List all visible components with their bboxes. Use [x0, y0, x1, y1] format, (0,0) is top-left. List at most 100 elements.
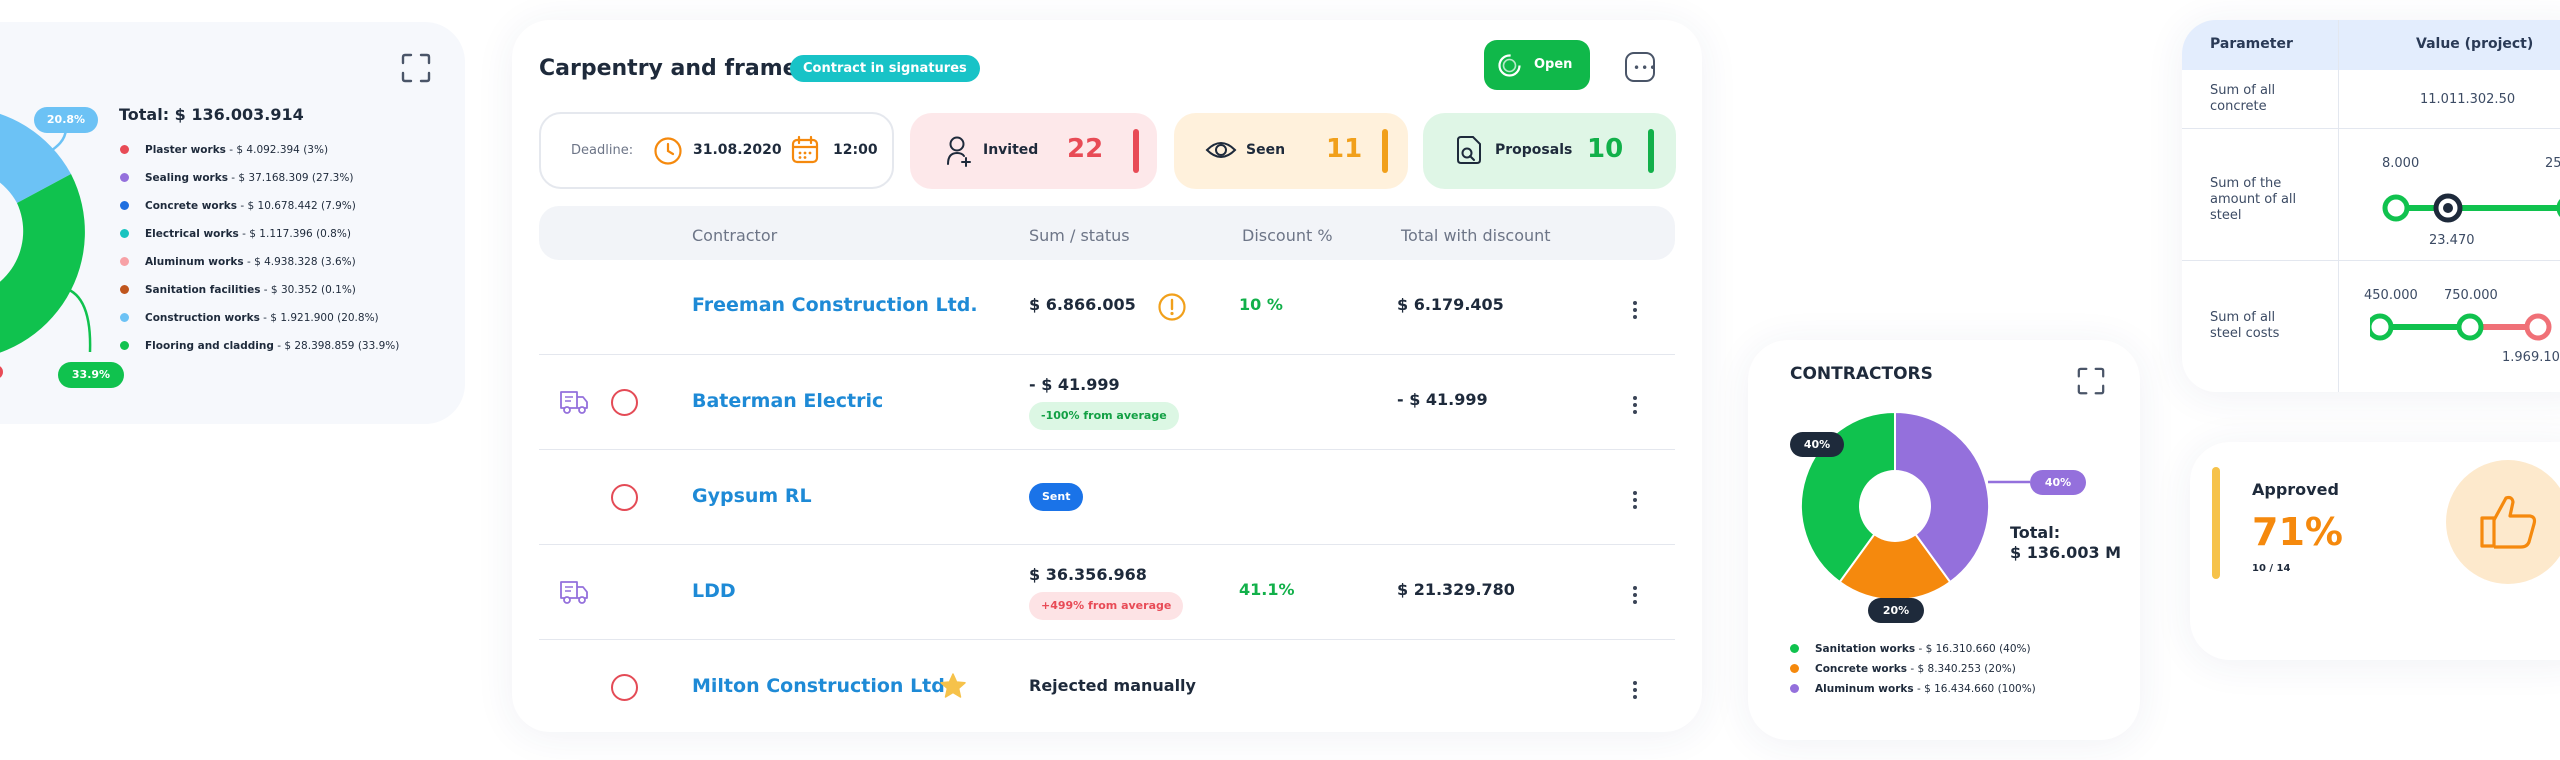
deadline-label: Deadline: — [571, 143, 634, 158]
range-max: 25.000 — [2545, 156, 2560, 171]
column-header-discount[interactable]: Discount % — [1242, 226, 1333, 245]
stat-proposals-bar — [1648, 129, 1654, 173]
red-marker — [0, 366, 3, 378]
legend-dot — [120, 201, 129, 210]
clock-icon — [654, 137, 682, 165]
calendar-icon — [791, 135, 819, 164]
param-label: Sum of all concrete — [2210, 83, 2276, 114]
legend-label: Concrete works — [1815, 663, 1908, 675]
legend-item: Plaster works - $ 4.092.394 (3%) — [120, 144, 328, 156]
legend-value: - $ 8.340.253 (20%) — [1907, 663, 2016, 675]
contractor-name[interactable]: Milton Construction Ltd. — [692, 675, 953, 697]
table-row[interactable]: Gypsum RL Sent — [539, 450, 1675, 545]
contractors-pie — [1800, 410, 2030, 601]
open-button-label: Open — [1534, 57, 1573, 72]
contractor-name[interactable]: LDD — [692, 580, 736, 602]
table-row[interactable]: LDD $ 36.356.968 +499% from average 41.1… — [539, 545, 1675, 640]
warning-icon — [1158, 293, 1186, 321]
table-row[interactable]: Freeman Construction Ltd. $ 6.866.005 10… — [539, 260, 1675, 355]
stat-seen[interactable]: Seen 11 — [1174, 113, 1408, 189]
document-icon — [1457, 136, 1481, 164]
steel-cost-slider[interactable] — [2370, 309, 2560, 349]
average-badge: +499% from average — [1029, 592, 1184, 620]
approved-count: 10 / 14 — [2252, 563, 2291, 574]
contractor-name[interactable]: Baterman Electric — [692, 390, 884, 412]
legend-item: Sanitation facilities - $ 30.352 (0.1%) — [120, 284, 356, 296]
contractor-name[interactable]: Gypsum RL — [692, 485, 812, 507]
row-menu-icon[interactable] — [1633, 681, 1637, 702]
row-menu-icon[interactable] — [1633, 586, 1637, 607]
column-header-sum-status[interactable]: Sum / status — [1029, 226, 1130, 245]
contractors-total-label: Total: — [2010, 523, 2061, 542]
row-sum: $ 36.356.968 — [1029, 565, 1147, 584]
legend-item: Sanitation works - $ 16.310.660 (40%) — [1790, 643, 2031, 655]
row-menu-icon[interactable] — [1633, 491, 1637, 512]
row-total: - $ 41.999 — [1397, 390, 1488, 409]
percent-pill-top: 20.8% — [34, 107, 98, 133]
row-discount: 10 % — [1239, 295, 1283, 314]
percent-pill-bottom: 33.9% — [58, 362, 124, 388]
contractors-card: CONTRACTORS 40% 40% 20% Total: $ 136.003… — [1748, 340, 2140, 740]
average-badge: -100% from average — [1029, 402, 1179, 430]
stat-proposals[interactable]: Proposals 10 — [1423, 113, 1676, 189]
param-label: Sum of all steel costs — [2210, 310, 2280, 341]
pie-pct-green: 40% — [1790, 432, 1844, 457]
row-divider — [2182, 260, 2560, 261]
contractors-title: CONTRACTORS — [1790, 364, 1933, 384]
column-header-contractor[interactable]: Contractor — [692, 226, 778, 245]
approved-icon-circle — [2446, 460, 2560, 584]
legend-item: Construction works - $ 1.921.900 (20.8%) — [120, 312, 379, 324]
row-menu-icon[interactable] — [1633, 396, 1637, 417]
stat-seen-bar — [1382, 129, 1388, 173]
stat-seen-label: Seen — [1246, 142, 1286, 158]
breakdown-total: Total: $ 136.003.914 — [119, 105, 304, 124]
table-row[interactable]: Baterman Electric - $ 41.999 -100% from … — [539, 355, 1675, 450]
pie-pct-purple: 40% — [2030, 470, 2086, 495]
parameters-header: Parameter Value (project) — [2182, 20, 2560, 70]
stat-invited-value: 22 — [1067, 134, 1104, 164]
legend-item: Sealing works - $ 37.168.309 (27.3%) — [120, 172, 353, 184]
range-min: 450.000 — [2364, 288, 2418, 303]
legend-value: - $ 16.310.660 (40%) — [1915, 643, 2031, 655]
stat-invited[interactable]: Invited 22 — [910, 113, 1157, 189]
legend-dot — [120, 313, 129, 322]
legend-value: - $ 37.168.309 (27.3%) — [227, 172, 354, 184]
pie-slice-aluminum-works — [1894, 410, 1990, 584]
legend-value: - $ 30.352 (0.1%) — [260, 284, 356, 296]
table-row[interactable]: Milton Construction Ltd. Rejected manual… — [539, 640, 1675, 735]
column-header-parameter: Parameter — [2210, 36, 2293, 52]
row-menu-icon[interactable] — [1633, 301, 1637, 322]
more-options-button[interactable]: ••• — [1625, 52, 1658, 82]
parameters-table: Parameter Value (project) Sum of all con… — [2182, 20, 2560, 392]
page-title: Carpentry and frames — [539, 56, 811, 81]
legend-item: Concrete works - $ 10.678.442 (7.9%) — [120, 200, 356, 212]
column-divider — [2338, 20, 2339, 392]
expand-icon[interactable] — [400, 52, 432, 84]
star-icon[interactable] — [939, 672, 967, 700]
connector-line-top — [36, 128, 68, 163]
legend-label: Construction works — [145, 312, 260, 324]
deadline-box: Deadline: 31.08.2020 12:00 — [539, 112, 894, 189]
truck-icon — [560, 391, 588, 414]
eye-icon — [1205, 142, 1237, 158]
expand-icon[interactable] — [2076, 366, 2106, 396]
legend-item: Aluminum works - $ 4.938.328 (3.6%) — [120, 256, 356, 268]
legend-label: Aluminum works — [1815, 683, 1914, 695]
range-current: 1.969.100 — [2502, 350, 2560, 365]
pie-hole — [1859, 470, 1931, 542]
legend-label: Sanitation facilities — [145, 284, 261, 296]
column-header-value: Value (project) — [2416, 36, 2534, 52]
steel-amount-slider[interactable] — [2370, 190, 2560, 230]
stat-proposals-label: Proposals — [1495, 142, 1573, 158]
stat-seen-value: 11 — [1326, 134, 1363, 164]
range-current: 23.470 — [2429, 233, 2475, 248]
column-header-total[interactable]: Total with discount — [1401, 226, 1551, 245]
legend-item: Flooring and cladding - $ 28.398.859 (33… — [120, 340, 399, 352]
open-button[interactable]: Open — [1484, 40, 1590, 90]
contractor-name[interactable]: Freeman Construction Ltd. — [692, 294, 978, 316]
ellipsis-icon: ••• — [1633, 61, 1658, 75]
approved-card: Approved 71% 10 / 14 — [2190, 442, 2560, 660]
status-ring-icon — [611, 674, 638, 701]
legend-dot — [1790, 684, 1799, 693]
truck-icon — [560, 581, 588, 604]
